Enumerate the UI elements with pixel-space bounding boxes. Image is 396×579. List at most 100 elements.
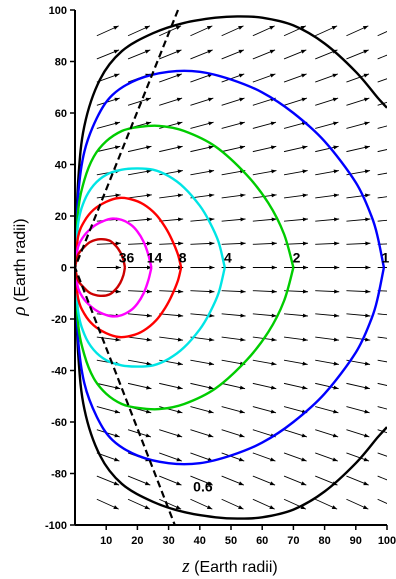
curve-label: 14 xyxy=(147,249,163,265)
vector-arrow xyxy=(96,475,120,486)
vector-arrow xyxy=(252,289,277,294)
vector-arrow xyxy=(190,121,214,129)
vector-head xyxy=(145,433,151,438)
vector-arrow xyxy=(315,382,339,390)
vector-head xyxy=(208,385,214,390)
vector-head xyxy=(270,73,276,78)
vector-arrow xyxy=(315,217,340,222)
vector-head xyxy=(146,337,152,342)
vector-arrow xyxy=(252,241,277,246)
vector-head xyxy=(302,313,308,318)
contour-2-upper xyxy=(75,124,295,268)
vector-arrow xyxy=(127,475,151,486)
vector-arrow xyxy=(284,265,309,270)
contour-4-upper xyxy=(75,167,226,268)
vector-head xyxy=(270,409,276,414)
vector-arrow xyxy=(252,406,277,414)
vector-head xyxy=(208,145,214,150)
vector-head xyxy=(114,457,120,462)
vector-arrow xyxy=(127,382,152,390)
x-tick-label: 10 xyxy=(100,535,112,547)
vector-head xyxy=(209,289,215,294)
vector-arrow xyxy=(315,145,339,153)
vector-arrow xyxy=(190,217,215,222)
x-axis-var: z xyxy=(181,556,190,577)
vector-head xyxy=(240,265,246,270)
curve-label: 36 xyxy=(119,249,135,265)
vector-arrow xyxy=(346,265,371,270)
vector-head xyxy=(239,433,245,438)
vector-arrow xyxy=(377,475,387,481)
vector-head xyxy=(145,409,152,414)
y-tick-label: -80 xyxy=(51,469,67,481)
vector-head xyxy=(302,241,308,246)
vector-arrow xyxy=(221,429,245,438)
vector-head xyxy=(208,169,215,174)
y-tick-label: 0 xyxy=(61,263,67,275)
x-tick-label: 60 xyxy=(256,535,268,547)
vector-arrow xyxy=(190,289,215,294)
vector-arrow xyxy=(252,475,276,486)
vector-head xyxy=(333,121,339,126)
vector-head xyxy=(271,313,277,318)
vector-arrow xyxy=(190,25,213,37)
vector-head xyxy=(238,457,245,462)
vector-head xyxy=(333,193,339,198)
vector-head xyxy=(300,481,307,486)
vector-shaft xyxy=(377,475,387,481)
y-axis-unit: (Earth radii) xyxy=(12,218,29,306)
vector-arrow xyxy=(96,265,121,270)
vector-arrow xyxy=(377,290,387,292)
vector-head xyxy=(175,505,182,510)
vector-arrow xyxy=(283,382,308,390)
vector-arrow xyxy=(346,217,371,222)
vector-head xyxy=(302,217,308,222)
vector-arrow xyxy=(377,149,387,153)
curve-label: 1 xyxy=(382,249,390,265)
vector-arrow xyxy=(377,125,387,129)
vector-head xyxy=(301,433,307,438)
vector-arrow xyxy=(377,172,387,176)
vector-head xyxy=(115,337,121,342)
vector-head xyxy=(333,169,339,174)
vector-arrow xyxy=(221,25,244,37)
vector-head xyxy=(146,241,152,246)
vector-arrow xyxy=(252,169,277,176)
vector-head xyxy=(145,121,152,126)
vector-arrow xyxy=(190,169,215,176)
vector-arrow xyxy=(377,243,387,245)
vector-arrow xyxy=(283,336,308,342)
vector-head xyxy=(364,145,370,150)
vector-head xyxy=(114,121,120,126)
vector-head xyxy=(239,145,246,150)
vector-head xyxy=(271,289,277,294)
vector-arrow xyxy=(96,289,121,294)
vector-head xyxy=(146,361,152,366)
vector-arrow xyxy=(283,313,308,318)
vector-arrow xyxy=(252,49,276,60)
axes: 100 80 60 40 20 0 -20 -40 -60 -80 -100 10 20 30 40 50 60… xyxy=(45,5,396,547)
vector-head xyxy=(362,505,369,510)
y-tick-label: -100 xyxy=(45,520,67,532)
vector-arrow xyxy=(190,382,214,390)
vector-arrow xyxy=(346,73,370,83)
vector-arrow xyxy=(315,406,339,414)
vector-head xyxy=(333,361,339,366)
contour-2-lower xyxy=(75,267,295,411)
x-tick-label: 40 xyxy=(194,535,206,547)
vector-shaft xyxy=(377,452,387,457)
contour-36-lower xyxy=(75,267,127,298)
vector-head xyxy=(208,409,214,414)
vector-head xyxy=(240,217,246,222)
vector-head xyxy=(144,505,150,510)
vector-arrow xyxy=(377,267,387,268)
vector-head xyxy=(364,121,370,126)
vector-arrow xyxy=(159,452,182,462)
vector-arrow xyxy=(127,193,152,199)
vector-head xyxy=(301,457,307,462)
vector-head xyxy=(114,97,120,102)
vector-head xyxy=(115,241,121,246)
vector-head xyxy=(115,265,121,270)
vector-head xyxy=(302,337,308,342)
vector-arrow xyxy=(283,452,307,462)
